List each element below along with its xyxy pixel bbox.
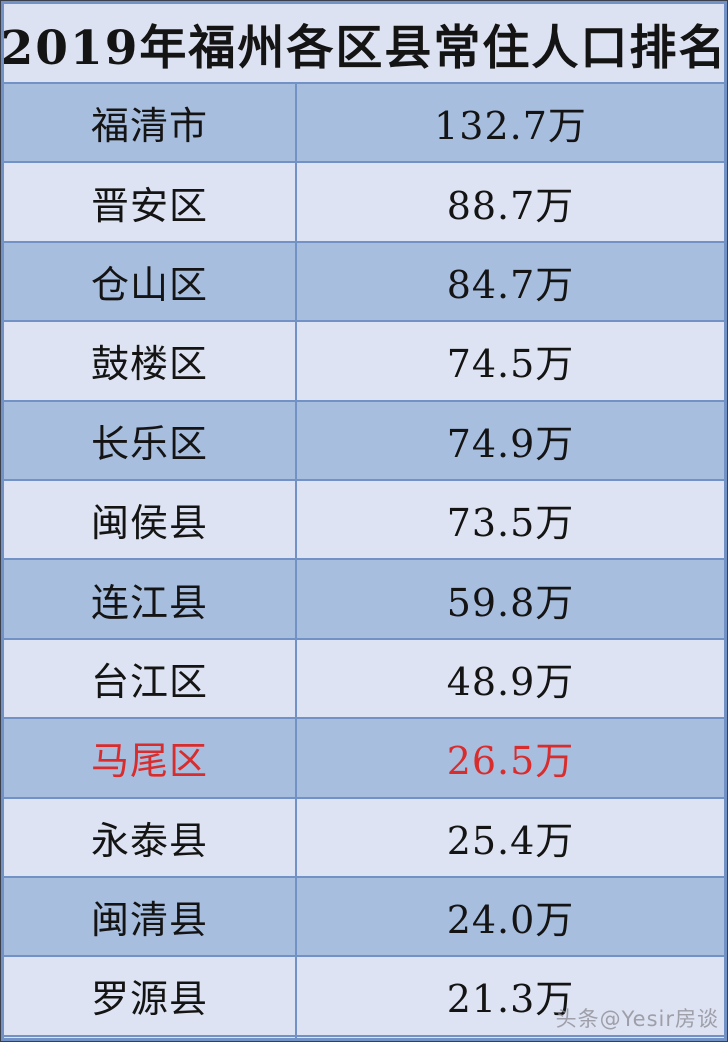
district-name-cell: 罗源县 (4, 957, 297, 1035)
district-name: 闽侯县 (90, 501, 208, 546)
population-value: 24.0万 (446, 898, 575, 943)
district-name-cell: 仓山区 (4, 242, 297, 321)
district-name: 福清市 (90, 104, 208, 149)
population-cell: 74.9万 (297, 402, 724, 479)
partial-row-sliver (4, 1034, 724, 1038)
district-name: 永泰县 (90, 818, 208, 863)
population-value: 26.5万 (446, 739, 575, 784)
table-row: 台江区 48.9万 (4, 637, 724, 718)
district-name-cell: 连江县 (4, 560, 297, 638)
district-name-cell: 鼓楼区 (4, 322, 297, 400)
population-cell: 25.4万 (297, 799, 724, 876)
population-cell: 48.9万 (297, 640, 724, 717)
population-cell: 26.5万 (297, 719, 724, 796)
population-value: 21.3万 (446, 977, 575, 1022)
district-name-cell: 闽清县 (4, 877, 297, 956)
population-value: 25.4万 (446, 818, 575, 863)
population-cell: 84.7万 (297, 243, 724, 320)
district-name: 仓山区 (90, 262, 208, 307)
table-body: 福清市 132.7万 晋安区 88.7万 仓山区 84.7万 鼓楼区 74.5万… (4, 82, 724, 1035)
table-row: 连江县 59.8万 (4, 558, 724, 638)
table-row: 福清市 132.7万 (4, 82, 724, 162)
population-cell: 132.7万 (297, 84, 724, 161)
district-name-cell: 长乐区 (4, 401, 297, 479)
population-cell: 59.8万 (297, 560, 724, 637)
district-name-cell: 马尾区 (4, 719, 297, 797)
population-value: 88.7万 (446, 183, 575, 228)
district-name: 晋安区 (90, 183, 208, 228)
population-value: 84.7万 (446, 262, 575, 307)
table-row: 长乐区 74.9万 (4, 399, 724, 479)
population-cell: 88.7万 (297, 163, 724, 240)
table-row: 晋安区 88.7万 (4, 161, 724, 241)
table-row: 闽清县 24.0万 (4, 875, 724, 956)
district-name: 连江县 (90, 580, 208, 625)
table-row: 鼓楼区 74.5万 (4, 320, 724, 400)
page-title: 2019年福州各区县常住人口排名 (1, 20, 727, 76)
population-cell: 21.3万 (297, 957, 724, 1034)
population-value: 59.8万 (446, 580, 575, 625)
table-row: 罗源县 21.3万 (4, 955, 724, 1035)
district-name: 闽清县 (90, 898, 208, 943)
table-row: 闽侯县 73.5万 (4, 478, 724, 559)
population-cell: 73.5万 (297, 481, 724, 558)
population-cell: 24.0万 (297, 878, 724, 955)
table-row: 马尾区 26.5万 (4, 717, 724, 797)
table-row: 仓山区 84.7万 (4, 240, 724, 321)
district-name-cell: 台江区 (4, 639, 297, 718)
district-name: 罗源县 (90, 977, 208, 1022)
district-name-cell: 晋安区 (4, 163, 297, 241)
population-value: 132.7万 (434, 104, 587, 149)
population-value: 73.5万 (446, 501, 575, 546)
table-row: 永泰县 25.4万 (4, 796, 724, 876)
district-name-cell: 福清市 (4, 84, 297, 162)
population-value: 74.5万 (446, 342, 575, 387)
district-name: 长乐区 (90, 421, 208, 466)
district-name-cell: 闽侯县 (4, 480, 297, 559)
population-cell: 74.5万 (297, 322, 724, 399)
partial-name-cell (4, 1036, 297, 1038)
table-title-row: 2019年福州各区县常住人口排名 (4, 4, 724, 82)
population-value: 48.9万 (446, 659, 575, 704)
population-value: 74.9万 (446, 421, 575, 466)
district-name: 马尾区 (90, 739, 208, 784)
district-name: 台江区 (90, 659, 208, 704)
partial-value-cell (297, 1037, 724, 1038)
district-name-cell: 永泰县 (4, 798, 297, 876)
district-name: 鼓楼区 (90, 342, 208, 387)
watermark: 头条@Yesir房谈 (555, 1007, 719, 1031)
